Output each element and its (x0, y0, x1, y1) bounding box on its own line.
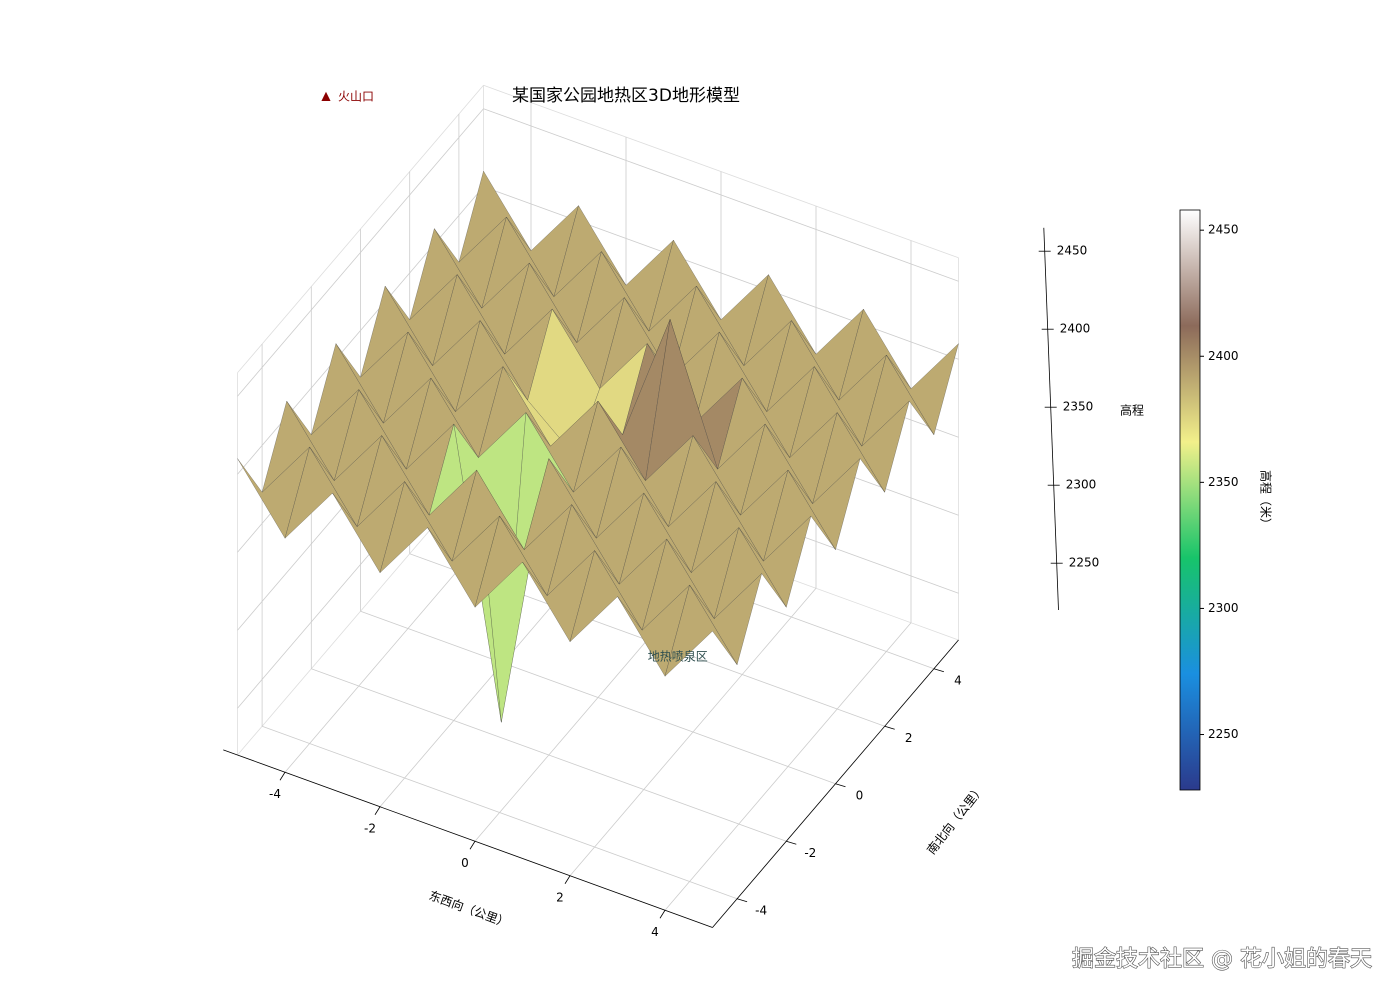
x-tick-label: 0 (461, 856, 469, 870)
x-tick-label: 4 (651, 925, 659, 939)
colorbar-tick-label: 2400 (1208, 349, 1239, 363)
y-axis-label: 南北向（公里） (923, 782, 987, 857)
colorbar-label: 高程（米） (1259, 470, 1274, 530)
x-axis (223, 749, 713, 928)
axes: -4 -2 0 2 4 -4 -2 0 2 4 2250 2300 2350 2400 2450 (223, 227, 1100, 939)
x-tick (279, 772, 286, 781)
z-axis (1043, 227, 1059, 611)
x-tick-label: 2 (556, 890, 564, 904)
x-axis-label: 东西向（公里） (427, 887, 511, 930)
surface-patch (664, 584, 738, 677)
chart-title: 某国家公园地热区3D地形模型 (512, 86, 740, 106)
grid-line (483, 186, 959, 360)
z-tick-label: 2300 (1066, 478, 1097, 492)
colorbar (1179, 209, 1201, 791)
x-tick-label: -4 (269, 787, 281, 801)
watermark: 掘金技术社区 @ 花小姐的春天 (1072, 947, 1372, 972)
z-tick-label: 2400 (1060, 322, 1091, 336)
grid-line (261, 725, 738, 900)
grid-line (237, 108, 484, 397)
y-tick (933, 668, 945, 673)
grid-line (360, 610, 836, 785)
pane-edge (237, 85, 484, 374)
y-tick (736, 898, 748, 903)
y-tick-label: -4 (755, 903, 767, 917)
x-tick (659, 910, 666, 919)
x-tick (564, 875, 571, 884)
grid-line (311, 668, 787, 842)
x-tick-label: -2 (364, 821, 376, 835)
legend-marker: ▲ (321, 89, 331, 103)
annotation: 地热喷泉区 (648, 650, 708, 664)
colorbar-tick-label: 2300 (1208, 601, 1239, 615)
z-tick-label: 2250 (1069, 556, 1100, 570)
z-tick-label: 2450 (1057, 244, 1088, 258)
colorbar-tick-label: 2350 (1208, 475, 1239, 489)
y-tick (835, 783, 846, 788)
y-tick (884, 725, 895, 730)
y-tick-label: -2 (804, 846, 816, 860)
surface (237, 170, 959, 723)
x-tick (374, 806, 381, 815)
y-axis (712, 639, 959, 928)
grid-line (483, 108, 959, 282)
z-axis-label: 高程 (1120, 403, 1144, 418)
pane-edge (483, 84, 959, 259)
y-tick-label: 2 (905, 731, 913, 745)
y-tick-label: 0 (856, 788, 864, 802)
x-tick (469, 841, 476, 850)
y-tick-label: 4 (954, 673, 962, 687)
z-tick-label: 2350 (1063, 400, 1094, 414)
colorbar-tick-label: 2250 (1208, 727, 1239, 741)
colorbar-tick-label: 2450 (1208, 223, 1239, 237)
y-tick (786, 840, 797, 845)
grid-line (237, 186, 484, 475)
legend-label: 火山口 (338, 90, 374, 104)
